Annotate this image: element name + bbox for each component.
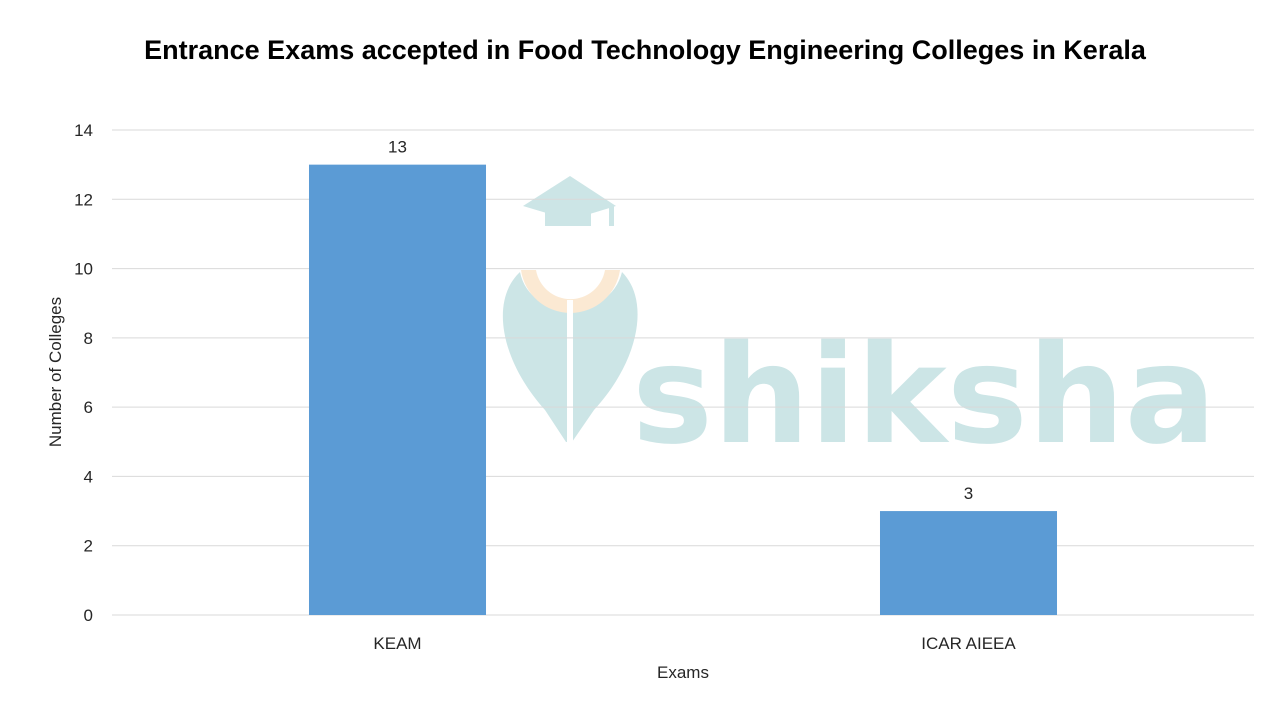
data-label: 3 bbox=[964, 484, 973, 503]
watermark-logo: shiksha bbox=[502, 176, 1216, 475]
x-tick-label: KEAM bbox=[373, 634, 421, 653]
pen-nib-icon bbox=[502, 270, 638, 442]
bar-keam bbox=[308, 164, 487, 615]
watermark-text: shiksha bbox=[632, 317, 1216, 475]
y-tick-label: 10 bbox=[74, 260, 93, 279]
x-axis-ticks: KEAM ICAR AIEEA bbox=[373, 634, 1016, 653]
bar-icar-aieea bbox=[879, 511, 1058, 615]
y-tick-label: 14 bbox=[74, 121, 93, 140]
y-tick-label: 2 bbox=[84, 537, 93, 556]
y-tick-label: 0 bbox=[84, 606, 93, 625]
bars bbox=[308, 164, 1058, 615]
chart-title: Entrance Exams accepted in Food Technolo… bbox=[144, 35, 1146, 65]
graduation-cap-icon bbox=[523, 176, 616, 226]
y-tick-label: 6 bbox=[84, 398, 93, 417]
x-axis-title: Exams bbox=[657, 663, 709, 682]
gridlines bbox=[112, 129, 1254, 616]
data-labels: 13 3 bbox=[388, 138, 973, 503]
data-label: 13 bbox=[388, 138, 407, 157]
x-tick-label: ICAR AIEEA bbox=[921, 634, 1016, 653]
y-tick-label: 8 bbox=[84, 329, 93, 348]
y-tick-label: 12 bbox=[74, 190, 93, 209]
y-axis-ticks: 0 2 4 6 8 10 12 14 bbox=[74, 121, 93, 625]
y-axis-title: Number of Colleges bbox=[46, 297, 65, 447]
y-tick-label: 4 bbox=[84, 467, 93, 486]
